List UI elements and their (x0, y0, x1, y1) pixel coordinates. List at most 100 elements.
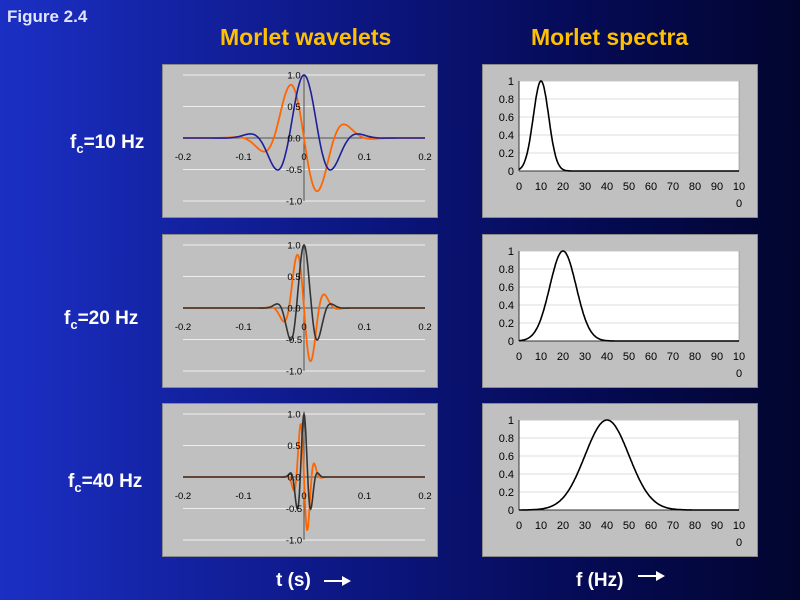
y-tick-label: 0.4 (499, 300, 514, 312)
x-tick-label: 70 (667, 181, 679, 193)
spectrum-chart-20hz: 10.80.60.40.200 10 20 30 40 50 60 70 80 90 100 (499, 246, 745, 380)
y-tick-label: 1 (508, 415, 514, 427)
y-tick-label: 0.5 (287, 272, 300, 283)
y-tick-label: 1.0 (287, 241, 300, 252)
x-tick-label: 0.2 (418, 322, 431, 333)
x-tick-label-wrap: 0 (736, 537, 742, 549)
spectrum-line (518, 250, 739, 342)
y-tick-label: -0.5 (286, 504, 302, 515)
y-tick-label: 1.0 (287, 71, 300, 82)
x-tick-label: 0.1 (358, 491, 371, 502)
y-tick-label: 0.8 (499, 433, 514, 445)
spectrum-panel-20hz: 1 0.8 0.6 0.4 0.2 0 0 10 20 30 40 50 60 70 80 90 10 0 (482, 234, 758, 388)
x-tick-label: 30 (579, 520, 591, 532)
x-tick-label: 10 (733, 181, 745, 193)
wavelet-panel-10hz: -0.2 -0.1 0 0.1 0.2 1.0 0.5 0.0 -0.5 -1.0 (162, 64, 438, 218)
x-tick-label: 0 (301, 322, 306, 333)
real-part-line (183, 243, 425, 341)
y-tick-label: 0.5 (287, 441, 300, 452)
x-tick-label: 70 (667, 520, 679, 532)
frequency-axis-label: f (Hz) (576, 570, 624, 591)
x-tick-label: 80 (689, 520, 701, 532)
x-tick-label: 0 (301, 491, 306, 502)
x-tick-label: 90 (711, 520, 723, 532)
wavelet-chart-20hz: -0.2 -0.1 0 0.1 0.2 1.0 0.5 0.0 -0.5 -1.0 (175, 241, 432, 378)
x-tick-label: 0 (516, 520, 522, 532)
x-tick-label: 30 (579, 181, 591, 193)
x-tick-label: 0 (516, 181, 522, 193)
x-tick-label: 40 (601, 351, 613, 363)
x-tick-label: 70 (667, 351, 679, 363)
y-tick-label: 0.4 (499, 469, 514, 481)
x-tick-label-wrap: 0 (736, 198, 742, 210)
frequency-arrow-icon (638, 571, 665, 581)
x-tick-label: -0.2 (175, 491, 191, 502)
x-tick-label: -0.2 (175, 322, 191, 333)
y-tick-label: 0.5 (287, 102, 300, 113)
y-tick-label: -1.0 (286, 197, 302, 208)
wavelet-chart-40hz: -0.2 -0.1 0 0.1 0.2 1.0 0.5 0.0 -0.5 -1.0 (175, 410, 432, 547)
y-tick-label: 0.6 (499, 282, 514, 294)
x-tick-label: -0.1 (235, 491, 251, 502)
y-tick-label: 1 (508, 76, 514, 88)
spectrum-panel-40hz: 1 0.8 0.6 0.4 0.2 0 0 10 20 30 40 50 60 70 80 90 10 0 (482, 403, 758, 557)
y-tick-label: -1.0 (286, 367, 302, 378)
x-tick-label: 40 (601, 520, 613, 532)
x-tick-label: 50 (623, 181, 635, 193)
y-tick-label: 0.6 (499, 112, 514, 124)
x-tick-label: 20 (557, 351, 569, 363)
y-tick-label: -0.5 (286, 165, 302, 176)
y-tick-label: -1.0 (286, 536, 302, 547)
x-tick-label: 60 (645, 520, 657, 532)
x-tick-label: 60 (645, 351, 657, 363)
y-tick-label: 0 (508, 505, 514, 517)
x-tick-label: 20 (557, 181, 569, 193)
y-tick-label: 1.0 (287, 410, 300, 421)
real-part-line (183, 410, 425, 511)
x-tick-label: 10 (733, 351, 745, 363)
x-tick-label: 40 (601, 181, 613, 193)
time-axis-label: t (s) (276, 570, 311, 591)
y-tick-label: 0 (508, 336, 514, 348)
y-tick-label: 0 (508, 166, 514, 178)
spectrum-panel-10hz: 1 0.8 0.6 0.4 0.2 0 0 10 20 30 40 50 60 70 80 90 10 0 (482, 64, 758, 218)
wavelets-title: Morlet wavelets (220, 24, 392, 50)
spectrum-line (518, 80, 739, 172)
y-tick-label: 0.2 (499, 487, 514, 499)
x-tick-label: 10 (535, 181, 547, 193)
wavelet-panel-40hz: -0.2 -0.1 0 0.1 0.2 1.0 0.5 0.0 -0.5 -1.0 (162, 403, 438, 557)
x-tick-label: 50 (623, 351, 635, 363)
y-tick-label: -0.5 (286, 335, 302, 346)
figure-label: Figure 2.4 (7, 7, 88, 26)
spectrum-line (519, 419, 739, 511)
plot-area (518, 80, 740, 172)
row-label-40hz: fc=40 Hz (68, 471, 143, 495)
x-tick-label: 20 (557, 520, 569, 532)
x-tick-label: 30 (579, 351, 591, 363)
y-tick-label: 0.8 (499, 264, 514, 276)
wavelet-chart-10hz: -0.2 -0.1 0 0.1 0.2 1.0 0.5 0.0 -0.5 -1.0 (175, 71, 432, 208)
spectrum-chart-10hz: 10.80.60.40.200 10 20 30 40 50 60 70 80 90 100 (499, 76, 745, 210)
x-tick-label: 0 (301, 152, 306, 163)
y-tick-label: 0.2 (499, 318, 514, 330)
y-tick-label: 0.4 (499, 130, 514, 142)
time-arrow-icon (324, 576, 351, 586)
x-tick-label: 10 (535, 351, 547, 363)
x-tick-label-wrap: 0 (736, 368, 742, 380)
spectra-title: Morlet spectra (531, 24, 689, 50)
y-tick-label: 1 (508, 246, 514, 258)
x-tick-label: 90 (711, 181, 723, 193)
x-tick-label: 90 (711, 351, 723, 363)
row-label-10hz: fc=10 Hz (70, 132, 145, 156)
x-tick-label: 60 (645, 181, 657, 193)
real-part-line (183, 74, 425, 171)
y-tick-label: 0.0 (287, 473, 300, 484)
x-tick-label: 80 (689, 351, 701, 363)
x-tick-label: -0.1 (235, 152, 251, 163)
x-tick-label: 50 (623, 520, 635, 532)
x-tick-label: 0.2 (418, 491, 431, 502)
row-label-20hz: fc=20 Hz (64, 308, 139, 332)
plot-area (518, 419, 740, 511)
x-tick-label: -0.1 (235, 322, 251, 333)
y-tick-label: 0.0 (287, 134, 300, 145)
